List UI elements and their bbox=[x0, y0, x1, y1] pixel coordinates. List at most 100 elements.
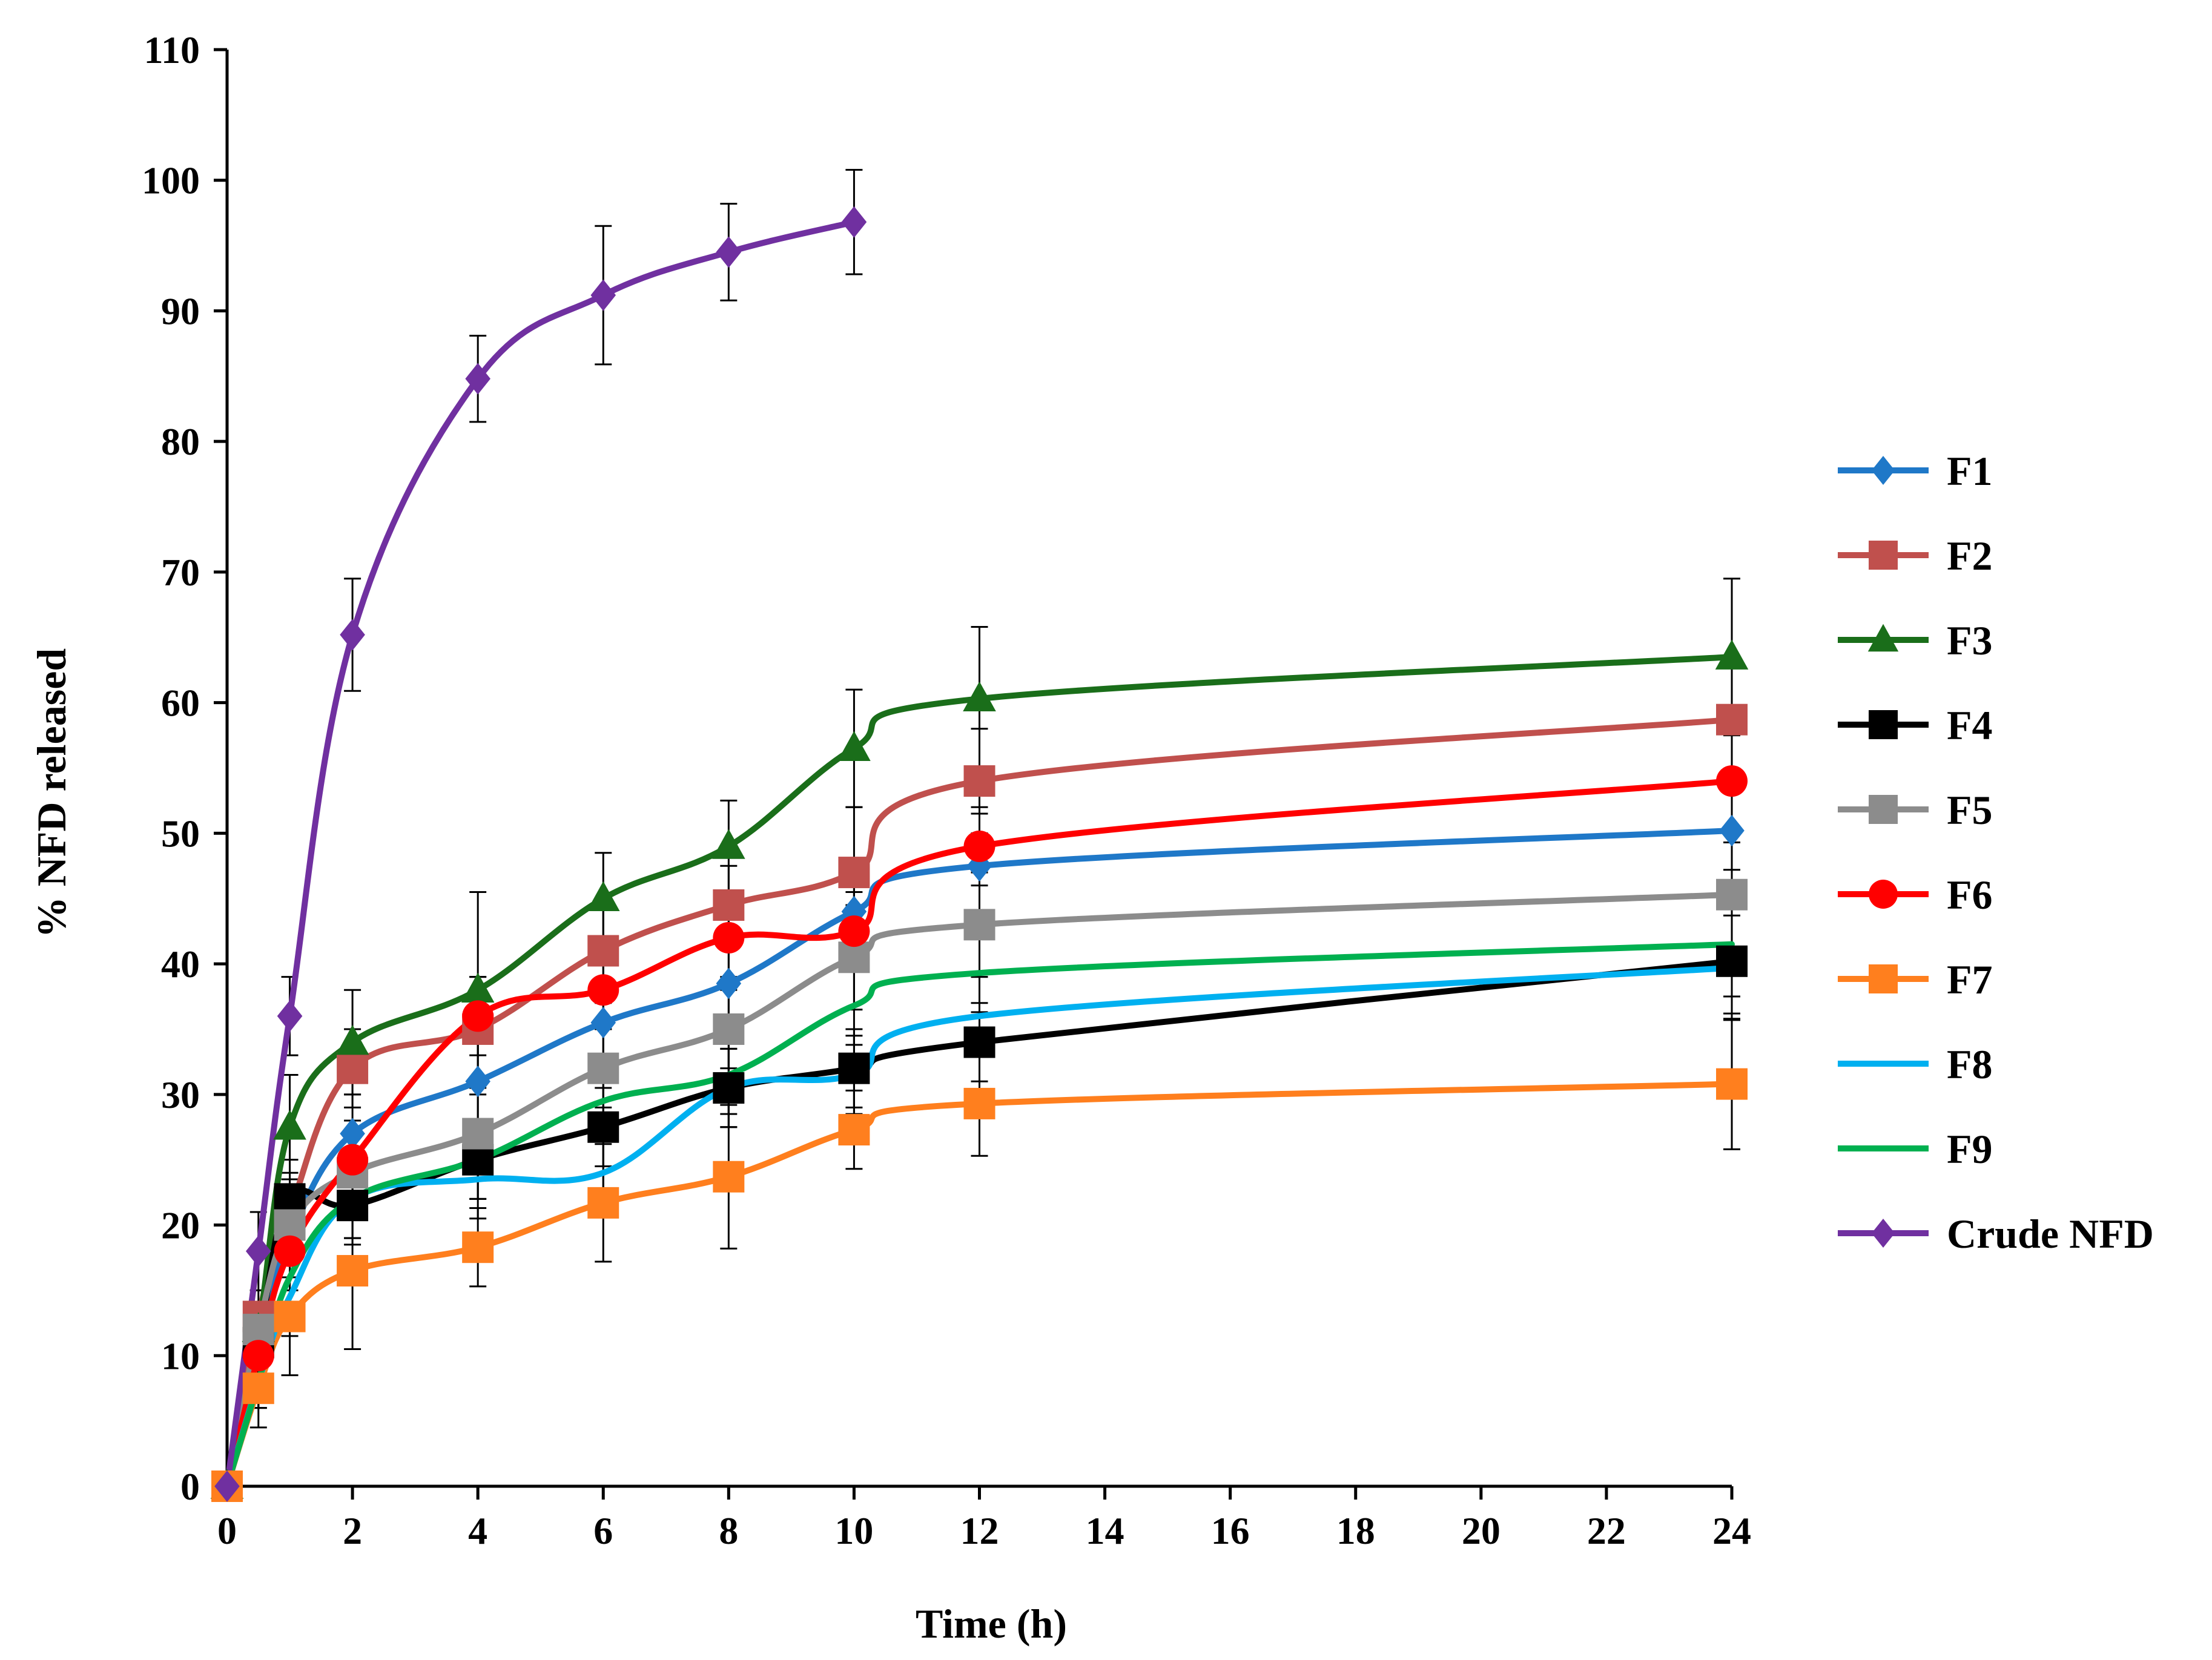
legend-marker-crude-nfd bbox=[1871, 1219, 1895, 1248]
legend-marker-f7 bbox=[1869, 964, 1898, 993]
y-axis-title: % NFD released bbox=[28, 648, 74, 938]
x-tick-label: 20 bbox=[1462, 1509, 1501, 1552]
y-tick-label: 80 bbox=[161, 420, 200, 463]
y-tick-label: 60 bbox=[161, 682, 200, 725]
f3-point bbox=[273, 1110, 306, 1140]
f1-point bbox=[590, 1007, 616, 1039]
x-tick-label: 2 bbox=[343, 1509, 362, 1552]
x-tick-label: 22 bbox=[1587, 1509, 1626, 1552]
f6-point bbox=[963, 830, 995, 862]
legend-marker-f2 bbox=[1869, 541, 1898, 570]
x-tick-label: 10 bbox=[834, 1509, 873, 1552]
f6-point bbox=[1716, 765, 1748, 797]
f6-point bbox=[838, 915, 870, 947]
f4-point bbox=[1716, 945, 1748, 977]
f7-point bbox=[963, 1087, 995, 1119]
legend-label-f8: F8 bbox=[1947, 1041, 1993, 1087]
legend-label-f2: F2 bbox=[1947, 533, 1993, 579]
f2-point bbox=[713, 889, 745, 921]
legend: F1 F2 F3 F4 F5 F6 F7 F8 F9 Crude NFD bbox=[1838, 448, 2154, 1257]
f7-point bbox=[462, 1231, 494, 1263]
f7-point bbox=[587, 1187, 619, 1219]
f5-point bbox=[963, 909, 995, 941]
y-tick-label: 50 bbox=[161, 812, 200, 855]
f2-point bbox=[838, 857, 870, 889]
crude-nfd-point bbox=[465, 363, 490, 395]
crude-nfd-point bbox=[590, 279, 616, 311]
x-tick-label: 16 bbox=[1211, 1509, 1250, 1552]
x-tick-label: 12 bbox=[960, 1509, 999, 1552]
f3-point bbox=[712, 829, 745, 859]
x-tick-label: 24 bbox=[1712, 1509, 1751, 1552]
f1-point bbox=[716, 967, 742, 1000]
y-tick-label: 110 bbox=[144, 28, 200, 71]
crude-nfd-point bbox=[277, 1000, 303, 1032]
f5-point bbox=[1716, 878, 1748, 911]
f3-point bbox=[1715, 639, 1749, 670]
crude-nfd-line bbox=[224, 219, 857, 1489]
legend-label-f3: F3 bbox=[1947, 618, 1993, 664]
legend-label-f6: F6 bbox=[1947, 872, 1993, 918]
y-tick-label: 90 bbox=[161, 289, 200, 332]
y-tick-label: 40 bbox=[161, 943, 200, 986]
x-tick-label: 18 bbox=[1336, 1509, 1375, 1552]
legend-marker-f5 bbox=[1869, 795, 1898, 824]
f2-point bbox=[337, 1052, 369, 1084]
f3-point bbox=[963, 681, 996, 711]
f5-point bbox=[713, 1013, 745, 1045]
crude-nfd-point bbox=[716, 236, 742, 268]
f1-point bbox=[1719, 815, 1745, 847]
legend-label-f1: F1 bbox=[1947, 448, 1993, 494]
f4-point bbox=[587, 1111, 619, 1143]
f5-point bbox=[587, 1052, 619, 1084]
x-tick-label: 14 bbox=[1086, 1509, 1124, 1552]
crude-nfd-point bbox=[245, 1235, 271, 1267]
x-tick-label: 4 bbox=[468, 1509, 487, 1552]
y-tick-label: 30 bbox=[161, 1073, 200, 1116]
f4-point bbox=[713, 1072, 745, 1104]
f2-point bbox=[1716, 703, 1748, 736]
y-tick-label: 70 bbox=[161, 551, 200, 594]
f2-point bbox=[587, 935, 619, 967]
legend-label-f5: F5 bbox=[1947, 787, 1993, 833]
series-markers bbox=[210, 206, 1749, 1502]
f7-point bbox=[838, 1114, 870, 1146]
crude-nfd-point bbox=[340, 619, 365, 651]
x-tick-label: 8 bbox=[719, 1509, 738, 1552]
legend-marker-f1 bbox=[1871, 456, 1895, 485]
f7-point bbox=[337, 1255, 369, 1287]
legend-marker-f6 bbox=[1869, 880, 1898, 909]
f2-point bbox=[963, 765, 995, 797]
f6-point bbox=[587, 974, 619, 1006]
legend-label-f9: F9 bbox=[1947, 1126, 1993, 1172]
legend-marker-f3 bbox=[1867, 624, 1899, 652]
f5-point bbox=[462, 1118, 494, 1150]
f1-point bbox=[465, 1065, 490, 1098]
crude-nfd-point bbox=[841, 206, 867, 238]
f6-point bbox=[242, 1340, 274, 1372]
y-tick-label: 10 bbox=[161, 1334, 200, 1377]
f7-point bbox=[242, 1372, 274, 1405]
f3-point bbox=[335, 1024, 369, 1055]
x-axis-title: Time (h) bbox=[916, 1601, 1067, 1647]
f7-point bbox=[713, 1161, 745, 1193]
y-tick-label: 0 bbox=[180, 1465, 200, 1508]
legend-label-crude-nfd: Crude NFD bbox=[1947, 1211, 2154, 1257]
f3-point bbox=[461, 972, 495, 1003]
y-tick-label: 20 bbox=[161, 1204, 200, 1247]
crude-nfd-point bbox=[214, 1471, 240, 1502]
f3-point bbox=[837, 731, 871, 761]
legend-label-f7: F7 bbox=[1947, 957, 1993, 1003]
f7-point bbox=[274, 1300, 306, 1332]
f1-point bbox=[340, 1118, 365, 1150]
f8-line bbox=[224, 964, 1735, 1489]
y-tick-label: 100 bbox=[142, 159, 200, 202]
f4-point bbox=[963, 1026, 995, 1058]
legend-marker-f4 bbox=[1869, 710, 1898, 739]
f7-point bbox=[1716, 1068, 1748, 1100]
f6-point bbox=[337, 1144, 369, 1176]
legend-label-f4: F4 bbox=[1947, 702, 1993, 748]
f4-point bbox=[337, 1190, 369, 1222]
f4-point bbox=[838, 1052, 870, 1084]
